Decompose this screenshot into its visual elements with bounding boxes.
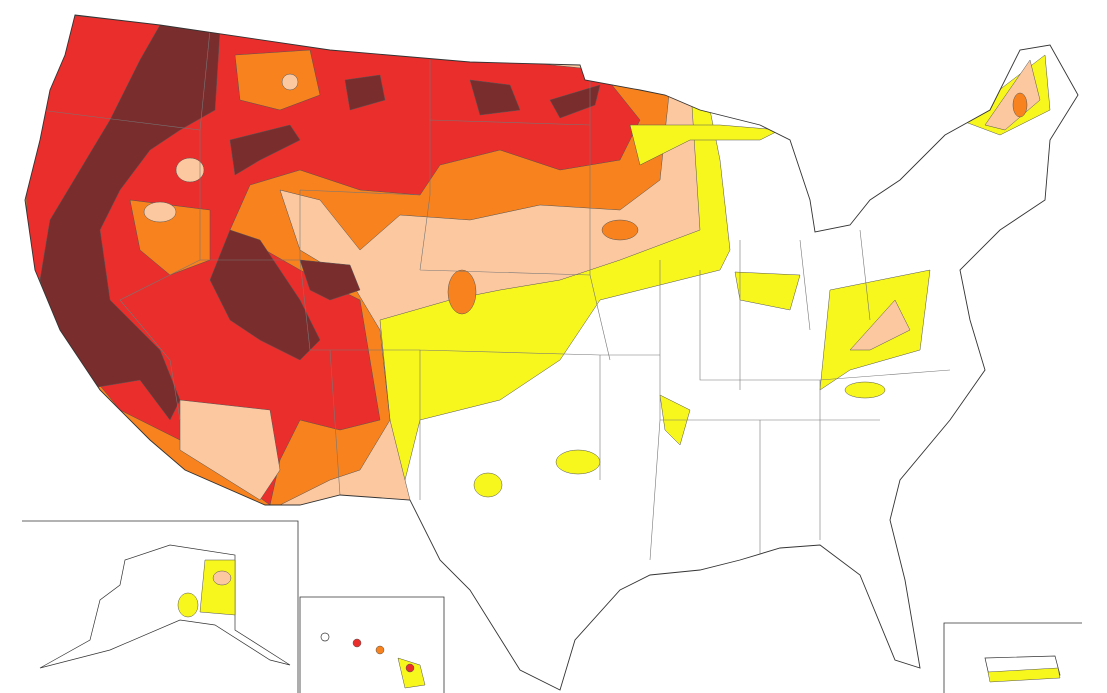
d1-patch xyxy=(175,157,205,183)
d0-patch xyxy=(734,271,801,311)
d2-patch xyxy=(601,219,639,241)
island xyxy=(320,632,330,642)
d1-patch xyxy=(849,299,911,351)
inset-frame xyxy=(943,622,1082,693)
island xyxy=(352,638,362,648)
d0-patch xyxy=(473,472,503,498)
d4-patch xyxy=(229,124,301,176)
d0-patch xyxy=(987,667,1061,683)
d1-patch xyxy=(212,570,232,586)
state-lines xyxy=(39,29,951,561)
island xyxy=(405,663,415,673)
island xyxy=(397,657,426,689)
alaska xyxy=(39,544,291,669)
d0-patch xyxy=(555,449,601,475)
d1-patch xyxy=(984,59,1041,131)
d1-patch xyxy=(179,399,281,501)
d2-patch xyxy=(234,49,321,111)
d0-patch xyxy=(177,592,199,618)
d4-patch xyxy=(344,74,386,111)
d1-patch xyxy=(143,201,177,223)
us-outline xyxy=(24,14,1079,691)
d4-patch xyxy=(299,259,361,301)
drought-areas xyxy=(25,15,1051,571)
d4-patch xyxy=(549,84,601,119)
alaska-inset xyxy=(22,520,299,693)
inset-frame xyxy=(22,520,299,693)
d2-patch xyxy=(1012,92,1028,118)
d0-patch xyxy=(844,381,886,399)
d4-band xyxy=(39,24,221,421)
d1-patch xyxy=(281,73,299,91)
inset-frame xyxy=(299,596,445,693)
hawaii-inset xyxy=(299,596,445,693)
d2-patch xyxy=(447,269,477,315)
island xyxy=(375,645,385,655)
d0-patch xyxy=(364,524,421,571)
d0-patch xyxy=(199,559,236,616)
d0-patch xyxy=(629,124,781,166)
puerto-rico-inset xyxy=(943,622,1082,693)
d4-patch xyxy=(469,79,521,116)
